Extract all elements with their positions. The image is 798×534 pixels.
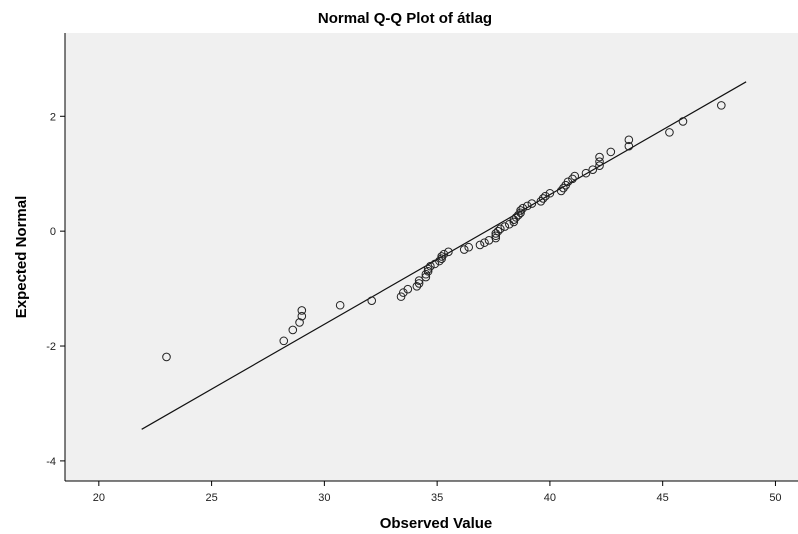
data-point — [437, 254, 446, 264]
data-point — [297, 306, 307, 315]
data-point — [475, 240, 485, 250]
data-point — [439, 249, 449, 259]
data-point — [588, 165, 598, 174]
x-tick-label: 50 — [769, 492, 781, 504]
data-point — [665, 128, 674, 137]
data-point — [538, 194, 548, 203]
data-point — [297, 311, 307, 321]
data-point — [491, 231, 501, 241]
y-axis-title: Expected Normal — [13, 196, 30, 319]
data-point — [396, 292, 406, 301]
data-point — [624, 135, 634, 145]
data-point — [435, 256, 444, 266]
data-points — [162, 101, 726, 362]
data-point — [423, 264, 433, 274]
x-axis-ticks: 20 25 30 35 40 45 50 — [93, 481, 782, 504]
data-point — [464, 242, 474, 252]
data-point — [570, 171, 580, 181]
y-tick-label: 0 — [50, 226, 56, 238]
data-point — [412, 281, 422, 291]
data-point — [480, 238, 489, 247]
data-point — [595, 161, 604, 170]
data-point — [717, 101, 726, 110]
data-point — [606, 147, 616, 157]
data-point — [414, 276, 424, 285]
plot-area — [65, 33, 798, 481]
data-point — [678, 117, 688, 126]
data-point — [545, 188, 555, 198]
data-point — [523, 201, 532, 211]
data-point — [423, 267, 433, 276]
x-tick-label: 35 — [431, 492, 443, 504]
data-point — [624, 141, 634, 151]
x-tick-label: 30 — [318, 492, 330, 504]
data-point — [491, 229, 501, 238]
y-axis-ticks: 2 0 -2 -4 — [46, 111, 65, 468]
data-point — [509, 217, 519, 227]
x-tick-label: 20 — [93, 492, 105, 504]
data-point — [516, 208, 525, 218]
data-point — [509, 215, 519, 224]
data-point — [527, 199, 537, 208]
x-tick-label: 25 — [205, 492, 217, 504]
y-tick-label: -2 — [46, 341, 56, 353]
data-point — [437, 252, 446, 261]
data-point — [518, 203, 528, 213]
data-point — [595, 157, 604, 166]
data-point — [559, 183, 568, 193]
data-point — [505, 219, 514, 229]
x-axis-title: Observed Value — [380, 515, 493, 532]
data-point — [426, 261, 435, 271]
data-point — [162, 352, 171, 362]
data-point — [421, 269, 431, 279]
data-point — [511, 213, 521, 222]
y-tick-label: -4 — [46, 456, 56, 468]
data-point — [516, 206, 525, 215]
data-point — [367, 296, 377, 305]
data-point — [444, 247, 453, 257]
data-point — [568, 174, 577, 184]
data-point — [335, 300, 345, 310]
data-point — [295, 318, 304, 327]
data-point — [495, 224, 505, 234]
data-point — [430, 259, 440, 269]
data-point — [421, 272, 431, 282]
data-point — [536, 196, 546, 206]
x-tick-label: 45 — [657, 492, 669, 504]
data-point — [288, 325, 298, 335]
y-tick-label: 2 — [50, 111, 56, 123]
data-point — [556, 186, 566, 196]
chart-title: Normal Q-Q Plot of átlag — [318, 10, 492, 27]
data-point — [500, 222, 510, 231]
data-point — [563, 177, 573, 187]
data-point — [414, 279, 424, 288]
data-point — [493, 226, 503, 236]
data-point — [514, 210, 523, 220]
x-tick-label: 40 — [544, 492, 556, 504]
data-point — [581, 168, 591, 178]
data-point — [595, 152, 604, 162]
data-point — [459, 245, 469, 254]
data-point — [279, 336, 289, 346]
data-point — [403, 284, 413, 294]
data-point — [541, 191, 550, 201]
